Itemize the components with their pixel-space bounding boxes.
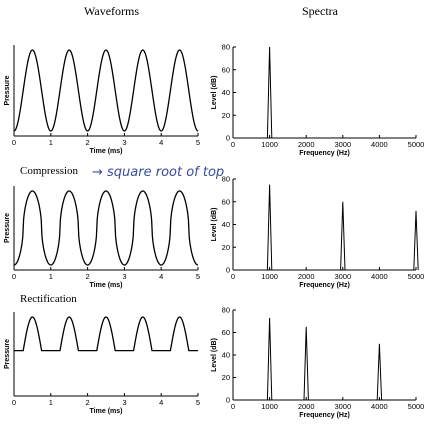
x-tick-label: 1 xyxy=(49,138,53,147)
x-tick-label: 2 xyxy=(86,138,90,147)
x-tick-label: 4000 xyxy=(371,140,388,149)
x-tick-label: 0 xyxy=(12,398,16,407)
x-tick-label: 3 xyxy=(122,398,126,407)
y-tick-label: 60 xyxy=(222,65,230,74)
x-tick-label: 0 xyxy=(12,272,16,281)
x-tick-label: 3000 xyxy=(334,402,351,411)
y-tick-label: 40 xyxy=(222,351,230,360)
x-axis-label: Time (ms) xyxy=(90,408,123,415)
waveform-panel-2: 0 1 2 3 4 5 Time (ms) Pressure xyxy=(4,312,200,415)
x-tick-label: 3 xyxy=(122,138,126,147)
handwritten-note: → square root of top xyxy=(92,165,224,180)
waveform-series-line xyxy=(13,190,199,266)
x-tick-label: 0 xyxy=(231,272,235,281)
waveform-panel-1: 0 1 2 3 4 5 Time (ms) Pressure xyxy=(4,186,200,289)
spectral-peak-3000hz xyxy=(340,201,346,271)
x-tick-label: 5000 xyxy=(408,402,425,411)
y-tick-label: 20 xyxy=(222,111,230,120)
y-tick-label: 40 xyxy=(222,88,230,97)
spectra-column-title: Spectra xyxy=(302,4,339,18)
y-tick-label: 0 xyxy=(226,266,230,275)
y-axis-label: Level (dB) xyxy=(211,76,218,110)
y-axis-label: Level (dB) xyxy=(211,338,218,372)
y-tick-label: 40 xyxy=(222,220,230,229)
y-tick-label: 0 xyxy=(226,134,230,143)
x-tick-label: 2000 xyxy=(298,272,315,281)
y-tick-label: 80 xyxy=(222,175,230,184)
y-tick-label: 60 xyxy=(222,197,230,206)
x-tick-label: 0 xyxy=(231,402,235,411)
x-tick-label: 4000 xyxy=(371,402,388,411)
waveform-panel-0: 0 1 2 3 4 5 Time (ms) Pressure xyxy=(4,45,200,155)
x-tick-label: 5000 xyxy=(408,272,425,281)
x-tick-label: 3000 xyxy=(334,272,351,281)
y-axis-label: Pressure xyxy=(4,213,11,243)
x-tick-label: 2000 xyxy=(298,140,315,149)
x-tick-label: 2000 xyxy=(298,402,315,411)
x-tick-label: 1000 xyxy=(261,140,278,149)
x-tick-label: 5 xyxy=(196,138,200,147)
spectrum-panel-0: 0 20 40 60 80 0 1000 2000 3000 4000 5000 Frequency … xyxy=(211,43,424,158)
y-tick-label: 20 xyxy=(222,243,230,252)
x-tick-label: 0 xyxy=(231,140,235,149)
spectrum-panel-1: 0 20 40 60 80 0 1000 2000 3000 4000 5000 Frequency … xyxy=(211,175,424,290)
x-tick-label: 3 xyxy=(122,272,126,281)
spectral-peak-1000hz xyxy=(266,317,273,401)
x-tick-label: 2 xyxy=(86,272,90,281)
spectrum-panel-2: 0 20 40 60 80 0 1000 2000 3000 4000 5000 Frequency … xyxy=(211,306,424,420)
x-axis-label: Time (ms) xyxy=(90,148,123,155)
x-tick-label: 4 xyxy=(159,398,163,407)
x-tick-label: 1000 xyxy=(261,402,278,411)
y-tick-label: 80 xyxy=(222,306,230,315)
chart-panels: 0 1 2 3 4 5 Time (ms) Pressure 0 1 2 3 4 5 Time (ms) Pr… xyxy=(4,43,424,420)
x-tick-label: 5 xyxy=(196,272,200,281)
y-tick-label: 0 xyxy=(226,396,230,405)
x-tick-label: 4 xyxy=(159,272,163,281)
compression-row-title: Compression xyxy=(20,165,79,177)
x-tick-label: 4000 xyxy=(371,272,388,281)
spectral-peak-1000hz xyxy=(266,184,273,271)
x-axis-label: Frequency (Hz) xyxy=(299,150,350,157)
x-tick-label: 5000 xyxy=(408,140,425,149)
waveform-series-line xyxy=(13,49,199,132)
y-tick-label: 80 xyxy=(222,43,230,52)
x-tick-label: 0 xyxy=(12,138,16,147)
y-tick-label: 60 xyxy=(222,328,230,337)
spectral-peak-4000hz xyxy=(376,343,383,401)
waveform-series-line xyxy=(14,316,198,352)
spectral-peak-1000hz xyxy=(266,46,273,139)
spectral-peak-2000hz xyxy=(303,326,309,401)
x-tick-label: 3000 xyxy=(334,140,351,149)
y-tick-label: 20 xyxy=(222,373,230,382)
y-axis-label: Level (dB) xyxy=(211,208,218,242)
x-tick-label: 1 xyxy=(49,398,53,407)
x-axis-label: Frequency (Hz) xyxy=(299,412,350,419)
x-tick-label: 2 xyxy=(86,398,90,407)
x-tick-label: 1 xyxy=(49,272,53,281)
waveforms-column-title: Waveforms xyxy=(84,4,139,18)
y-axis-label: Pressure xyxy=(4,339,11,369)
rectification-row-title: Rectification xyxy=(20,293,77,305)
x-tick-label: 1000 xyxy=(261,272,278,281)
x-axis-label: Time (ms) xyxy=(90,282,123,289)
spectral-peak-5000hz xyxy=(413,210,419,271)
x-axis-label: Frequency (Hz) xyxy=(299,282,350,289)
x-tick-label: 4 xyxy=(159,138,163,147)
y-axis-label: Pressure xyxy=(4,75,11,105)
x-tick-label: 5 xyxy=(196,398,200,407)
